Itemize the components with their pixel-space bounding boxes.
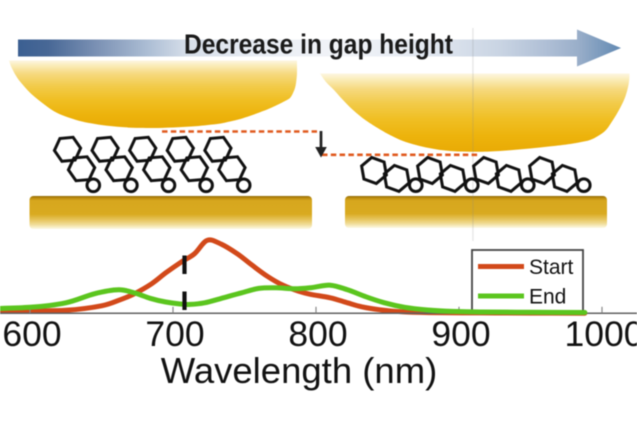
svg-text:700: 700	[145, 314, 204, 354]
svg-text:800: 800	[288, 314, 347, 354]
svg-text:600: 600	[2, 314, 61, 354]
svg-text:Wavelength (nm): Wavelength (nm)	[161, 350, 438, 391]
svg-text:1000: 1000	[565, 314, 637, 354]
svg-text:900: 900	[431, 314, 490, 354]
svg-text:End: End	[529, 286, 566, 309]
svg-text:Start: Start	[529, 256, 574, 279]
svg-text:Decrease in gap height: Decrease in gap height	[184, 29, 453, 60]
